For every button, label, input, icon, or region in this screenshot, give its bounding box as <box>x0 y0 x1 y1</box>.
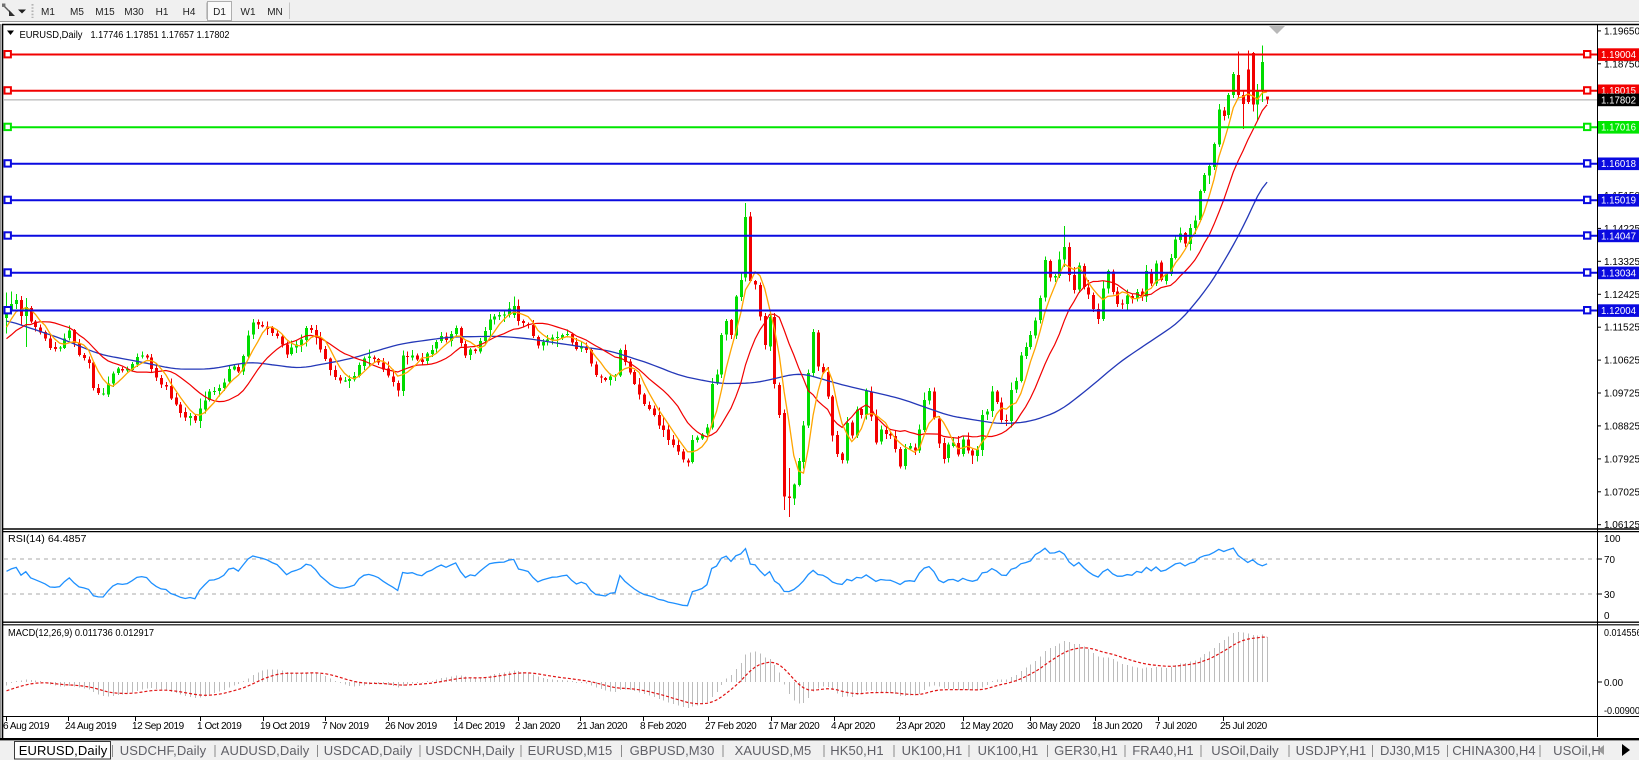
svg-text:1.14047: 1.14047 <box>1601 231 1636 242</box>
svg-text:1.19650: 1.19650 <box>1604 26 1639 37</box>
svg-text:7 Jul 2020: 7 Jul 2020 <box>1155 721 1198 732</box>
svg-text:100: 100 <box>1604 534 1621 545</box>
svg-text:14 Dec 2019: 14 Dec 2019 <box>453 721 506 732</box>
svg-text:AUDUSD,Daily: AUDUSD,Daily <box>221 743 310 758</box>
svg-text:GBPUSD,M30: GBPUSD,M30 <box>630 743 715 758</box>
svg-text:1.13034: 1.13034 <box>1601 268 1636 279</box>
svg-text:18 Jun 2020: 18 Jun 2020 <box>1092 721 1143 732</box>
svg-text:W1: W1 <box>241 7 256 18</box>
svg-text:1.14225: 1.14225 <box>1604 224 1639 235</box>
svg-text:8 Feb 2020: 8 Feb 2020 <box>640 721 687 732</box>
svg-text:1.17746 1.17851 1.17657 1.1780: 1.17746 1.17851 1.17657 1.17802 <box>91 30 230 41</box>
svg-text:1.17802: 1.17802 <box>1601 95 1636 106</box>
svg-text:USDCNH,Daily: USDCNH,Daily <box>425 743 515 758</box>
svg-text:1.07925: 1.07925 <box>1604 454 1639 465</box>
svg-text:25 Jul 2020: 25 Jul 2020 <box>1220 721 1268 732</box>
svg-text:0.014556: 0.014556 <box>1604 628 1639 639</box>
svg-text:27 Feb 2020: 27 Feb 2020 <box>705 721 757 732</box>
svg-text:GER30,H1: GER30,H1 <box>1054 743 1118 758</box>
svg-text:1.18015: 1.18015 <box>1601 86 1636 97</box>
svg-text:UK100,H1: UK100,H1 <box>978 743 1039 758</box>
svg-text:2 Jan 2020: 2 Jan 2020 <box>515 721 561 732</box>
svg-text:M30: M30 <box>124 7 144 18</box>
svg-text:4 Apr 2020: 4 Apr 2020 <box>831 721 876 732</box>
svg-text:24 Aug 2019: 24 Aug 2019 <box>65 721 117 732</box>
svg-text:EURUSD,Daily: EURUSD,Daily <box>19 743 108 758</box>
svg-text:1.17016: 1.17016 <box>1601 123 1636 134</box>
svg-text:1.16018: 1.16018 <box>1601 159 1636 170</box>
svg-text:H1: H1 <box>156 7 169 18</box>
svg-text:1.12425: 1.12425 <box>1604 290 1639 301</box>
svg-text:21 Jan 2020: 21 Jan 2020 <box>577 721 628 732</box>
svg-text:1.15019: 1.15019 <box>1601 196 1636 207</box>
svg-text:UK100,H1: UK100,H1 <box>902 743 963 758</box>
svg-text:H4: H4 <box>183 7 196 18</box>
svg-text:0: 0 <box>1604 611 1610 622</box>
svg-text:MACD(12,26,9) 0.011736 0.01291: MACD(12,26,9) 0.011736 0.012917 <box>8 628 154 639</box>
svg-text:1.11525: 1.11525 <box>1604 323 1639 334</box>
svg-text:1.12004: 1.12004 <box>1601 306 1636 317</box>
svg-text:RSI(14) 64.4857: RSI(14) 64.4857 <box>8 534 87 545</box>
svg-text:MN: MN <box>267 7 283 18</box>
svg-text:M5: M5 <box>70 7 84 18</box>
svg-text:1.07025: 1.07025 <box>1604 487 1639 498</box>
svg-text:USDCHF,Daily: USDCHF,Daily <box>120 743 207 758</box>
svg-text:CHINA300,H4: CHINA300,H4 <box>1452 743 1535 758</box>
svg-text:1.10625: 1.10625 <box>1604 356 1639 367</box>
svg-text:23 Apr 2020: 23 Apr 2020 <box>896 721 946 732</box>
svg-text:12 Sep 2019: 12 Sep 2019 <box>132 721 185 732</box>
svg-text:1 Oct 2019: 1 Oct 2019 <box>197 721 242 732</box>
svg-text:70: 70 <box>1604 555 1615 566</box>
svg-text:USDJPY,H1: USDJPY,H1 <box>1296 743 1367 758</box>
svg-text:1.19004: 1.19004 <box>1601 50 1636 61</box>
svg-text:M1: M1 <box>41 7 55 18</box>
svg-text:USOil,H: USOil,H <box>1553 743 1601 758</box>
svg-text:1.09725: 1.09725 <box>1604 389 1639 400</box>
svg-text:XAUUSD,M5: XAUUSD,M5 <box>735 743 812 758</box>
svg-text:-0.009001: -0.009001 <box>1604 706 1639 717</box>
svg-text:M15: M15 <box>95 7 115 18</box>
svg-text:6 Aug 2019: 6 Aug 2019 <box>3 721 50 732</box>
svg-text:1.06125: 1.06125 <box>1604 520 1639 531</box>
svg-text:D1: D1 <box>213 7 226 18</box>
svg-text:EURUSD,M15: EURUSD,M15 <box>528 743 613 758</box>
svg-text:1.08825: 1.08825 <box>1604 421 1639 432</box>
svg-text:HK50,H1: HK50,H1 <box>830 743 883 758</box>
svg-text:EURUSD,Daily: EURUSD,Daily <box>20 30 83 41</box>
svg-text:USDCAD,Daily: USDCAD,Daily <box>324 743 413 758</box>
svg-text:17 Mar 2020: 17 Mar 2020 <box>768 721 820 732</box>
svg-text:19 Oct 2019: 19 Oct 2019 <box>260 721 310 732</box>
svg-text:USOil,Daily: USOil,Daily <box>1211 743 1279 758</box>
svg-text:1.18750: 1.18750 <box>1604 59 1639 70</box>
svg-text:1.13325: 1.13325 <box>1604 257 1639 268</box>
svg-text:0.00: 0.00 <box>1604 678 1623 689</box>
svg-text:30: 30 <box>1604 590 1615 601</box>
svg-text:12 May 2020: 12 May 2020 <box>960 721 1014 732</box>
svg-text:30 May 2020: 30 May 2020 <box>1027 721 1081 732</box>
svg-text:DJ30,M15: DJ30,M15 <box>1380 743 1440 758</box>
svg-text:FRA40,H1: FRA40,H1 <box>1132 743 1194 758</box>
svg-text:26 Nov 2019: 26 Nov 2019 <box>385 721 438 732</box>
svg-text:7 Nov 2019: 7 Nov 2019 <box>322 721 370 732</box>
